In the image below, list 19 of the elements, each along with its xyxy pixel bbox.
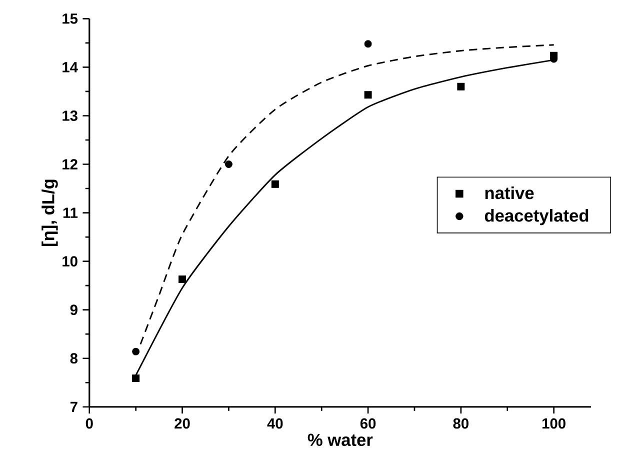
x-tick-label: 0 [86,418,93,429]
y-tick-label: 7 [70,402,78,412]
y-tick-label: 14 [62,62,78,72]
y-tick-label: 13 [62,110,78,122]
y-tick-label: 8 [70,353,78,364]
y-tick-label: 10 [62,256,78,267]
y-tick-label: 11 [63,208,78,218]
y-axis-title: [η], dL/g [42,180,58,246]
x-axis-title: % water [308,434,373,446]
x-tick-label: 20 [174,418,190,429]
x-tick-label: 60 [360,418,376,429]
x-tick-label: 100 [542,418,566,429]
x-tick-label: 80 [453,418,468,429]
x-tick-label: 40 [267,418,283,429]
y-tick-label: 15 [62,14,78,24]
y-tick-label: 12 [62,159,78,170]
legend-label: deacetylated [484,209,588,226]
legend-label: native [485,186,534,200]
y-tick-label: 9 [70,304,78,316]
